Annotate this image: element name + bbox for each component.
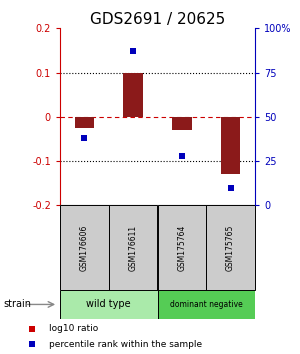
Title: GDS2691 / 20625: GDS2691 / 20625 [90,12,225,27]
Bar [172,117,192,130]
Bar [109,205,158,290]
Text: percentile rank within the sample: percentile rank within the sample [49,340,202,349]
Bar [221,117,240,175]
Bar [60,290,158,319]
Bar [75,117,94,128]
Text: GSM175764: GSM175764 [177,224,186,271]
Bar [158,205,206,290]
Text: log10 ratio: log10 ratio [49,324,98,333]
Text: dominant negative: dominant negative [170,300,243,309]
Text: GSM175765: GSM175765 [226,224,235,271]
Text: strain: strain [3,299,31,309]
Text: wild type: wild type [86,299,131,309]
Text: GSM176606: GSM176606 [80,224,89,271]
Bar [206,205,255,290]
Text: GSM176611: GSM176611 [129,225,138,271]
Bar [60,205,109,290]
Bar [158,290,255,319]
Bar [123,73,143,117]
